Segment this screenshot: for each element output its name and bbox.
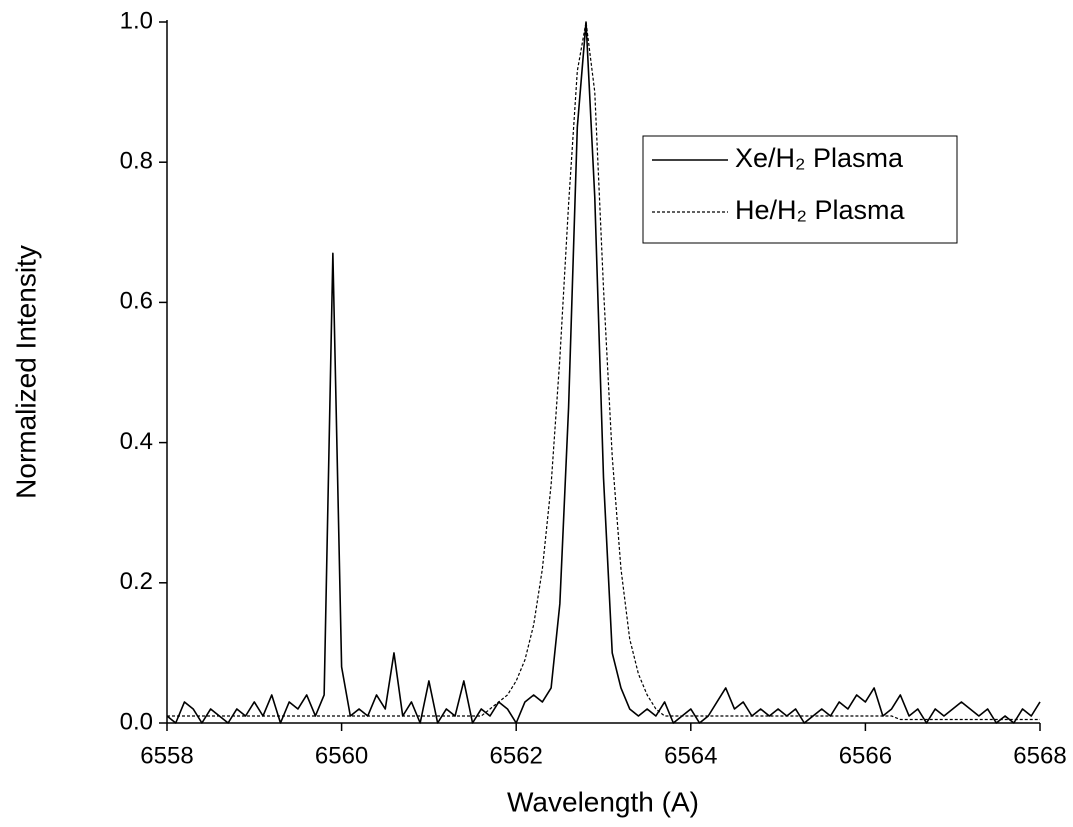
y-tick-label: 0.0 [120, 708, 153, 735]
data-line [167, 21, 1040, 721]
y-tick-label: 0.2 [120, 568, 153, 595]
legend-label: He/H₂ Plasma [735, 195, 906, 225]
x-tick-label: 6560 [315, 742, 368, 769]
y-axis-title: Normalized Intensity [10, 245, 41, 499]
y-tick-label: 1.0 [120, 7, 153, 34]
legend: Xe/H₂ Plasma He/H₂ Plasma [642, 135, 958, 244]
y-tick-label: 0.6 [120, 288, 153, 315]
x-tick-label: 6558 [140, 742, 193, 769]
x-tick-label: 6568 [1013, 742, 1066, 769]
data-line [166, 21, 1041, 724]
legend-box [642, 135, 958, 244]
x-tick-label: 6562 [490, 742, 543, 769]
y-tick-label: 0.4 [120, 428, 153, 455]
x-axis-title: Wavelength (A) [507, 786, 699, 817]
x-tick-label: 6564 [664, 742, 717, 769]
y-tick-label: 0.8 [120, 148, 153, 175]
legend-label: Xe/H₂ Plasma [735, 143, 904, 173]
x-tick-label: 6566 [839, 742, 892, 769]
